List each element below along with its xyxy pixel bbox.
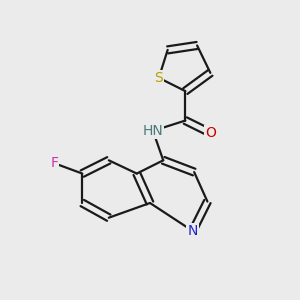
Text: O: O xyxy=(205,126,216,140)
Text: HN: HN xyxy=(142,124,163,138)
Text: S: S xyxy=(154,71,163,85)
Text: N: N xyxy=(188,224,198,238)
Text: F: F xyxy=(50,156,58,170)
